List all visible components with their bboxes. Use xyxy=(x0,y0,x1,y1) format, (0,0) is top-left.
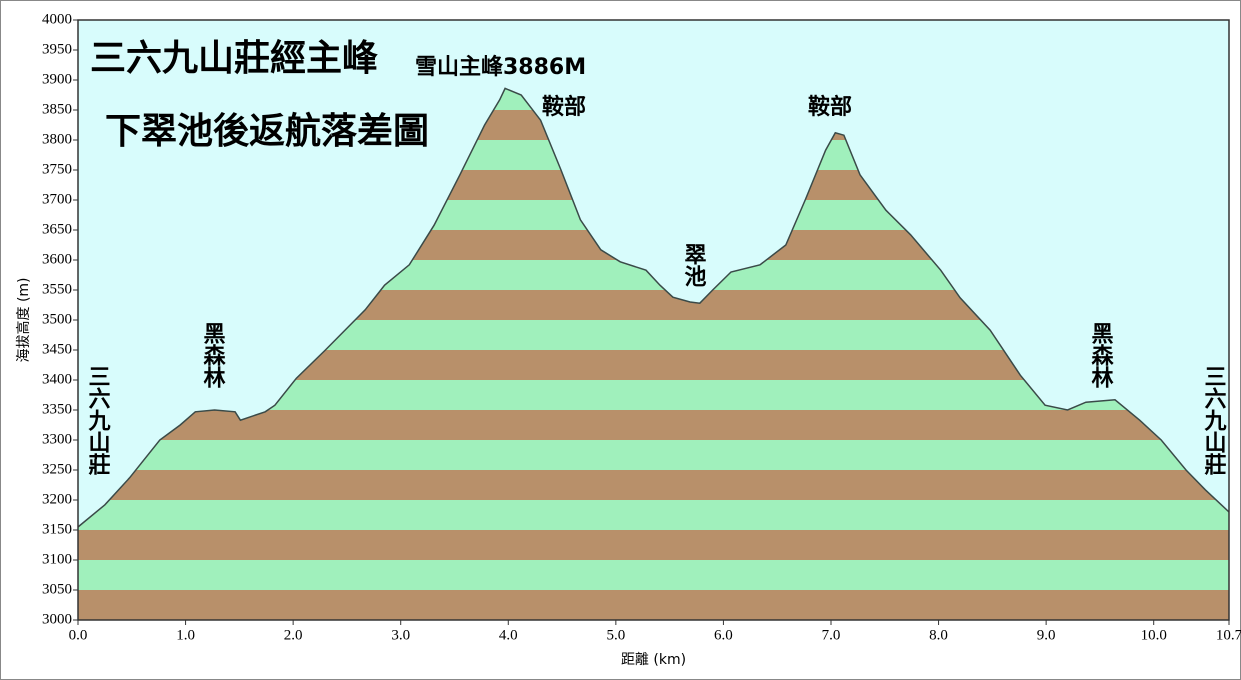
y-tick-label: 4000 xyxy=(42,11,72,27)
y-tick-label: 3450 xyxy=(42,341,72,357)
y-tick-label: 3650 xyxy=(42,221,72,237)
x-tick-label: 8.0 xyxy=(929,627,948,643)
y-tick-label: 3550 xyxy=(42,281,72,297)
annotation: 鞍部 xyxy=(542,94,586,120)
y-tick-label: 3850 xyxy=(42,101,72,117)
elevation-band xyxy=(78,410,1229,440)
annotation: 三六九山莊 xyxy=(1201,365,1228,476)
elevation-band xyxy=(78,470,1229,500)
annotation: 鞍部 xyxy=(808,94,852,120)
annotation: 雪山主峰3886M xyxy=(415,55,586,80)
elevation-band xyxy=(78,530,1229,560)
y-tick-label: 3250 xyxy=(42,461,72,477)
y-tick-label: 3400 xyxy=(42,371,72,387)
y-tick-label: 3350 xyxy=(42,401,72,417)
y-tick-label: 3050 xyxy=(42,581,72,597)
y-tick-label: 3000 xyxy=(42,611,72,627)
annotation: 翠池 xyxy=(681,243,707,288)
elevation-band xyxy=(78,560,1229,590)
x-tick-label: 7.0 xyxy=(822,627,841,643)
y-tick-label: 3150 xyxy=(42,521,72,537)
x-tick-label: 2.0 xyxy=(284,627,303,643)
annotation: 三六九山莊 xyxy=(85,365,112,476)
x-tick-label: 0.0 xyxy=(69,627,88,643)
x-tick-label: 3.0 xyxy=(391,627,410,643)
y-tick-label: 3500 xyxy=(42,311,72,327)
elevation-band xyxy=(78,590,1229,620)
elevation-band xyxy=(78,500,1229,530)
x-tick-label: 4.0 xyxy=(499,627,518,643)
x-tick-label: 9.0 xyxy=(1037,627,1056,643)
chart-title: 三六九山莊經主峰 xyxy=(90,38,378,79)
y-tick-label: 3750 xyxy=(42,161,72,177)
y-tick-label: 3600 xyxy=(42,251,72,267)
x-tick-label: 5.0 xyxy=(606,627,625,643)
y-tick-label: 3300 xyxy=(42,431,72,447)
elevation-band xyxy=(78,440,1229,470)
y-tick-label: 3700 xyxy=(42,191,72,207)
y-tick-label: 3100 xyxy=(42,551,72,567)
y-tick-label: 3200 xyxy=(42,491,72,507)
annotation: 黑森林 xyxy=(1088,322,1114,388)
x-axis-label: 距離 (km) xyxy=(621,651,686,668)
y-tick-label: 3950 xyxy=(42,41,72,57)
y-tick-label: 3900 xyxy=(42,71,72,87)
profile-line xyxy=(77,87,1230,528)
x-tick-label: 10.0 xyxy=(1141,627,1167,643)
x-tick-label: 10.7 xyxy=(1216,627,1241,643)
y-tick-label: 3800 xyxy=(42,131,72,147)
x-tick-label: 1.0 xyxy=(176,627,195,643)
y-axis-label: 海拔高度 (m) xyxy=(15,277,32,362)
chart-title: 下翠池後返航落差圖 xyxy=(105,110,429,152)
annotation: 黑森林 xyxy=(200,322,226,388)
x-tick-label: 6.0 xyxy=(714,627,733,643)
